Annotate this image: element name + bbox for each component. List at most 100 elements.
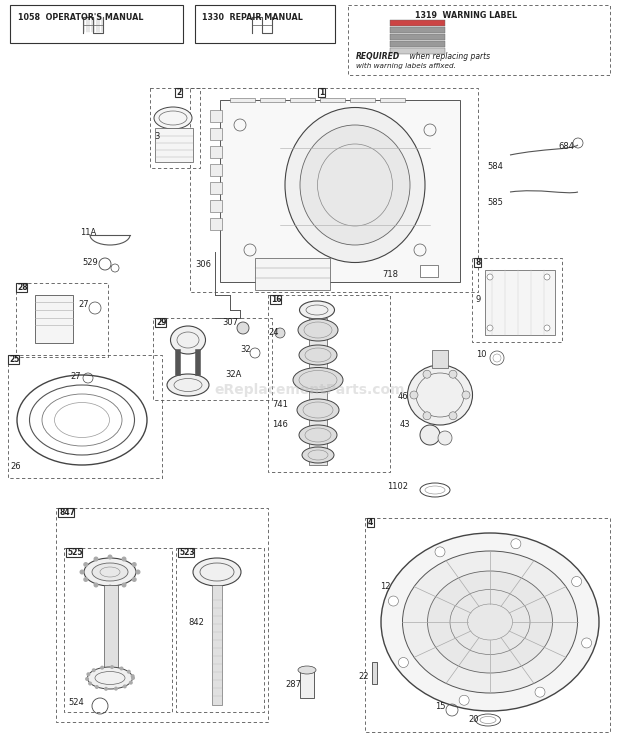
Bar bbox=[472, 258, 562, 342]
Bar bbox=[420, 265, 438, 277]
Ellipse shape bbox=[428, 571, 552, 673]
Ellipse shape bbox=[167, 374, 209, 396]
Circle shape bbox=[487, 325, 493, 331]
Bar bbox=[290, 98, 315, 102]
Text: 287: 287 bbox=[285, 680, 301, 689]
Bar bbox=[58, 508, 74, 517]
Circle shape bbox=[120, 667, 123, 670]
Text: 307: 307 bbox=[222, 318, 238, 327]
Text: 1: 1 bbox=[319, 88, 324, 97]
Bar bbox=[350, 98, 375, 102]
Bar bbox=[210, 146, 222, 158]
Text: 43: 43 bbox=[400, 420, 410, 429]
Bar bbox=[10, 5, 183, 43]
Bar bbox=[150, 88, 200, 168]
Bar bbox=[210, 200, 222, 212]
Text: when replacing parts: when replacing parts bbox=[407, 52, 490, 61]
Text: 3: 3 bbox=[154, 132, 159, 141]
Bar bbox=[365, 518, 610, 732]
Ellipse shape bbox=[297, 399, 339, 421]
Circle shape bbox=[107, 585, 112, 589]
Bar bbox=[155, 318, 166, 327]
Text: 4: 4 bbox=[368, 518, 373, 527]
Ellipse shape bbox=[84, 558, 136, 586]
Text: 584: 584 bbox=[487, 162, 503, 171]
Bar bbox=[210, 110, 222, 122]
Circle shape bbox=[275, 328, 285, 338]
Circle shape bbox=[410, 391, 418, 399]
Bar bbox=[230, 98, 255, 102]
Circle shape bbox=[438, 431, 452, 445]
Text: 1102: 1102 bbox=[387, 482, 408, 491]
Bar bbox=[390, 20, 445, 26]
Ellipse shape bbox=[407, 365, 472, 425]
Bar bbox=[380, 98, 405, 102]
Text: REQUIRED: REQUIRED bbox=[356, 52, 401, 61]
Text: 684: 684 bbox=[558, 142, 574, 151]
Bar bbox=[56, 508, 268, 722]
Circle shape bbox=[94, 583, 99, 588]
Ellipse shape bbox=[299, 345, 337, 365]
Bar bbox=[16, 283, 27, 292]
Circle shape bbox=[511, 539, 521, 549]
Ellipse shape bbox=[300, 125, 410, 245]
Bar bbox=[190, 88, 478, 292]
Ellipse shape bbox=[92, 563, 128, 581]
Circle shape bbox=[131, 562, 137, 567]
Bar bbox=[175, 88, 182, 97]
Circle shape bbox=[449, 411, 457, 420]
Bar bbox=[8, 355, 19, 364]
Bar bbox=[66, 548, 81, 557]
Circle shape bbox=[107, 554, 112, 559]
Ellipse shape bbox=[402, 551, 577, 693]
Text: 28: 28 bbox=[17, 283, 28, 292]
Circle shape bbox=[123, 684, 126, 688]
Bar bbox=[300, 670, 314, 698]
Bar bbox=[318, 88, 324, 97]
Circle shape bbox=[582, 638, 591, 648]
Bar bbox=[104, 585, 118, 672]
Bar bbox=[367, 518, 373, 527]
Text: 525: 525 bbox=[67, 548, 82, 557]
Text: 15: 15 bbox=[435, 702, 446, 711]
Bar bbox=[268, 295, 390, 472]
Circle shape bbox=[237, 322, 249, 334]
Ellipse shape bbox=[193, 558, 241, 586]
Circle shape bbox=[388, 596, 399, 606]
Ellipse shape bbox=[381, 533, 599, 711]
Circle shape bbox=[88, 682, 92, 685]
Bar bbox=[474, 258, 480, 267]
Text: 1319  WARNING LABEL: 1319 WARNING LABEL bbox=[415, 11, 517, 20]
Circle shape bbox=[85, 677, 89, 681]
Circle shape bbox=[420, 425, 440, 445]
Bar bbox=[309, 318, 327, 465]
Ellipse shape bbox=[302, 447, 334, 463]
Text: 1058  OPERATOR'S MANUAL: 1058 OPERATOR'S MANUAL bbox=[18, 13, 143, 22]
Bar bbox=[210, 182, 222, 194]
Ellipse shape bbox=[170, 326, 205, 354]
Bar bbox=[64, 548, 172, 712]
Circle shape bbox=[114, 687, 118, 690]
Circle shape bbox=[129, 681, 133, 684]
Bar bbox=[178, 548, 193, 557]
Bar bbox=[260, 98, 285, 102]
Bar bbox=[153, 318, 272, 400]
Circle shape bbox=[459, 695, 469, 705]
Circle shape bbox=[449, 371, 457, 378]
Ellipse shape bbox=[299, 301, 335, 319]
Bar bbox=[485, 270, 555, 335]
Circle shape bbox=[487, 274, 493, 280]
Bar bbox=[210, 218, 222, 230]
Text: 10: 10 bbox=[476, 350, 487, 359]
Circle shape bbox=[127, 670, 131, 673]
Text: 20: 20 bbox=[468, 715, 479, 724]
Circle shape bbox=[136, 569, 141, 574]
Circle shape bbox=[423, 411, 431, 420]
Text: 2: 2 bbox=[176, 88, 181, 97]
Circle shape bbox=[423, 371, 431, 378]
Text: 718: 718 bbox=[382, 270, 398, 279]
Circle shape bbox=[131, 676, 135, 680]
Circle shape bbox=[100, 666, 104, 670]
Text: 22: 22 bbox=[358, 672, 368, 681]
Text: 24: 24 bbox=[268, 328, 278, 337]
